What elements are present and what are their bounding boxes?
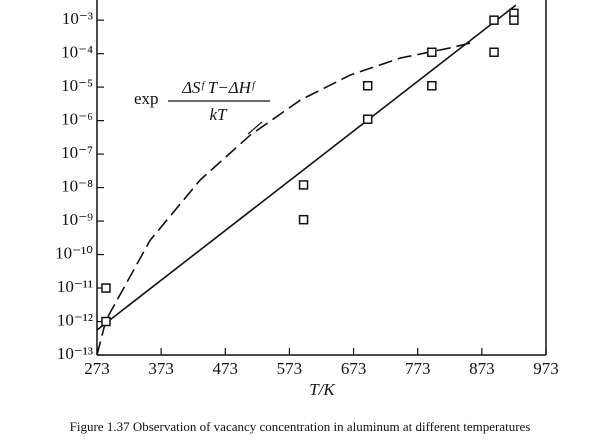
y-tick-label: 10⁻⁵ <box>61 76 93 95</box>
data-point <box>489 47 499 58</box>
caption: Figure 1.37 Observation of vacancy conce… <box>70 419 531 434</box>
x-tick-label: 573 <box>277 359 303 378</box>
data-point <box>101 316 111 327</box>
x-tick-label: 473 <box>213 359 239 378</box>
x-axis-label: T/K <box>309 380 336 399</box>
y-tick-label: 10⁻³ <box>62 9 93 28</box>
annotation-prefix: exp <box>134 89 159 108</box>
annotation-denominator: kT <box>210 105 229 124</box>
y-tick-label: 10⁻¹² <box>57 310 93 329</box>
x-tick-label: 373 <box>148 359 174 378</box>
data-point <box>362 114 373 124</box>
data-point <box>298 214 309 225</box>
data-point <box>101 283 111 293</box>
data-point <box>509 15 519 25</box>
leader-line <box>247 121 263 135</box>
fit-line <box>96 4 517 331</box>
data-point <box>298 180 309 190</box>
y-tick-label: 10⁻⁶ <box>61 110 93 129</box>
model-curve <box>96 41 474 356</box>
x-tick-label: 873 <box>469 359 495 378</box>
data-point <box>427 47 437 58</box>
y-tick-label: 10⁻⁴ <box>61 43 93 62</box>
y-tick-label: 10⁻⁷ <box>61 143 93 162</box>
x-tick-label: 273 <box>84 359 110 378</box>
y-tick-label: 10⁻¹¹ <box>57 277 93 296</box>
data-point <box>362 80 373 91</box>
x-tick-label: 773 <box>405 359 431 378</box>
x-tick-label: 673 <box>341 359 367 378</box>
y-tick-label: 10⁻⁹ <box>61 210 93 229</box>
data-point <box>427 80 437 91</box>
y-tick-label: 10⁻¹³ <box>57 344 93 363</box>
y-tick-label: 10⁻⁸ <box>61 176 93 195</box>
data-point <box>489 15 499 25</box>
y-tick-label: 10⁻¹⁰ <box>55 243 93 262</box>
x-tick-label: 973 <box>533 359 559 378</box>
annotation-numerator: ΔSᶠ T−ΔHᶠ <box>181 78 257 97</box>
